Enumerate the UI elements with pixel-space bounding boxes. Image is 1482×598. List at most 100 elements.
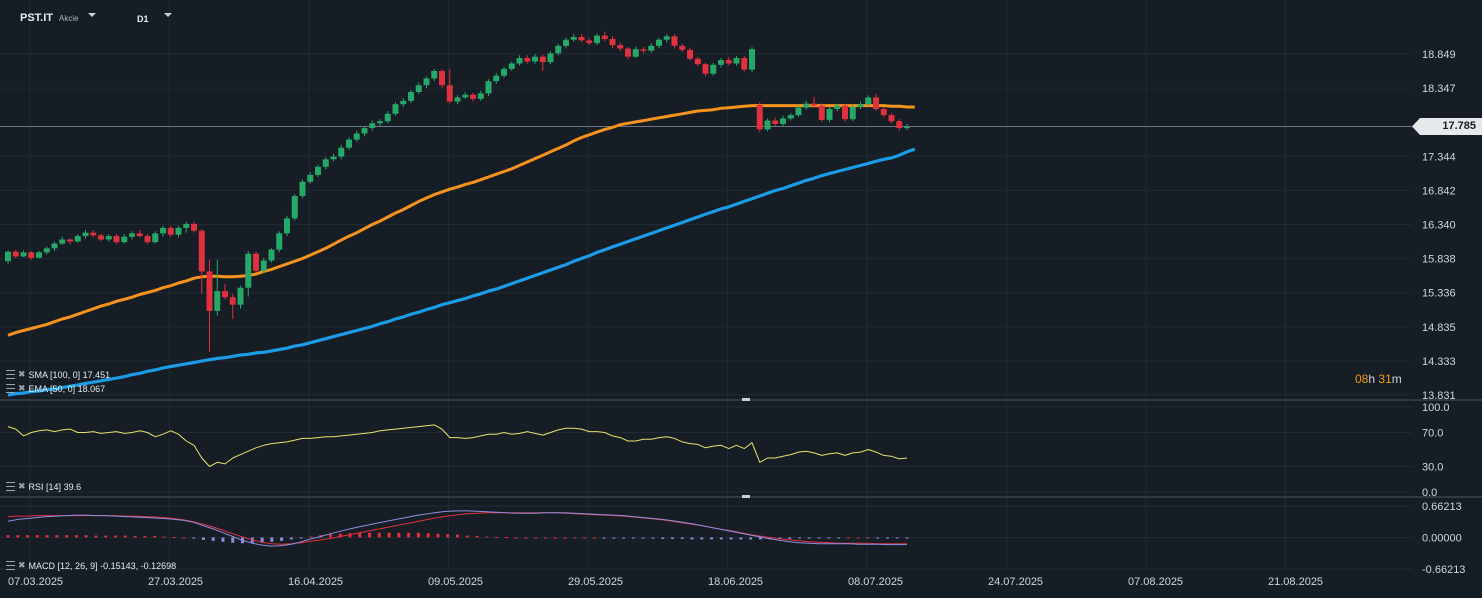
price-tick-label: 17.344 xyxy=(1422,151,1456,163)
date-tick-label: 07.08.2025 xyxy=(1128,576,1183,588)
toolbar: PST.IT Akcie D1 xyxy=(0,0,1482,34)
macd-histogram-bar xyxy=(729,537,733,540)
candle-body xyxy=(547,53,554,63)
macd-histogram-bar xyxy=(289,537,293,540)
macd-histogram-bar xyxy=(514,537,518,539)
macd-histogram-bar xyxy=(94,535,98,538)
timeframe-selector[interactable]: D1 xyxy=(137,14,149,24)
macd-histogram-bar xyxy=(485,536,489,538)
macd-histogram-bar xyxy=(641,537,645,539)
candle-body xyxy=(167,227,174,235)
candle-body xyxy=(67,239,73,242)
candle-body xyxy=(563,39,569,46)
candle-body xyxy=(175,227,182,235)
macd-histogram-bar xyxy=(612,537,616,539)
settings-icon[interactable] xyxy=(6,370,15,379)
candle-body xyxy=(346,139,352,148)
candle-body xyxy=(369,123,376,129)
close-icon[interactable]: ✖ xyxy=(18,481,26,491)
candle-body xyxy=(268,249,275,261)
macd-histogram-bar xyxy=(104,535,108,538)
macd-histogram-bar xyxy=(817,537,821,539)
candle-body xyxy=(609,39,616,46)
ema-legend[interactable]: ✖ EMA [50, 0] 18.067 xyxy=(6,383,105,394)
candle-body xyxy=(361,128,368,134)
macd-histogram-bar xyxy=(133,536,137,538)
macd-histogram-bar xyxy=(592,537,596,539)
price-tick-label: 14.835 xyxy=(1422,322,1456,334)
candle-body xyxy=(570,36,577,40)
symbol-name[interactable]: PST.IT xyxy=(20,12,54,24)
macd-histogram-bar xyxy=(543,537,547,539)
candle-body xyxy=(733,58,740,64)
rsi-legend[interactable]: ✖ RSI [14] 39.6 xyxy=(6,481,81,492)
macd-legend[interactable]: ✖ MACD [12, 26, 9] -0.15143, -0.12698 xyxy=(6,560,176,571)
price-tick-label: 14.333 xyxy=(1422,356,1456,368)
candle-body xyxy=(51,243,58,249)
candle-body xyxy=(206,271,213,311)
macd-histogram-bar xyxy=(113,535,117,538)
macd-histogram-bar xyxy=(192,537,196,539)
asset-type: Akcie xyxy=(59,14,79,23)
candle-body xyxy=(508,63,515,69)
macd-histogram-bar xyxy=(328,534,332,538)
settings-icon[interactable] xyxy=(6,384,15,393)
macd-histogram-bar xyxy=(495,537,499,539)
candle-body xyxy=(299,181,306,196)
candle-body xyxy=(718,60,724,65)
macd-histogram-bar xyxy=(45,535,49,538)
close-icon[interactable]: ✖ xyxy=(18,560,26,570)
settings-icon[interactable] xyxy=(6,561,15,570)
macd-histogram-bar xyxy=(456,534,459,538)
candle-body xyxy=(423,78,430,86)
macd-histogram-bar xyxy=(260,537,264,543)
macd-histogram-bar xyxy=(397,532,401,538)
candle-body xyxy=(214,291,221,311)
candle-body xyxy=(780,118,786,124)
timeframe-dropdown-icon[interactable] xyxy=(164,13,172,17)
candle-body xyxy=(470,94,476,99)
price-panel xyxy=(0,31,1412,397)
candle-body xyxy=(764,120,771,130)
sma-legend[interactable]: ✖ SMA [100, 0] 17.451 xyxy=(6,369,110,380)
candle-body xyxy=(98,235,104,240)
macd-histogram-bar xyxy=(876,537,880,539)
macd-histogram-bar xyxy=(827,537,831,539)
candle-body xyxy=(849,106,856,120)
candle-body xyxy=(702,64,709,74)
close-icon[interactable]: ✖ xyxy=(18,383,26,393)
sma-line xyxy=(7,147,916,397)
candle-body xyxy=(36,252,42,258)
candle-body xyxy=(353,133,360,140)
macd-histogram-bar xyxy=(172,537,176,539)
candle-body xyxy=(229,297,236,305)
macd-histogram-bar xyxy=(622,537,626,539)
macd-histogram-bar xyxy=(123,535,127,538)
candle-body xyxy=(439,70,445,86)
macd-histogram-bar xyxy=(153,536,157,538)
candle-body xyxy=(857,104,864,107)
candle-body xyxy=(43,248,50,253)
candle-body xyxy=(671,36,678,46)
ema-line xyxy=(7,104,915,337)
date-tick-label: 08.07.2025 xyxy=(848,576,903,588)
candle-body xyxy=(656,39,662,46)
candle-body xyxy=(291,195,298,219)
candle-body xyxy=(198,230,205,272)
macd-histogram-bar xyxy=(866,537,870,539)
macd-histogram-bar xyxy=(426,533,430,538)
candle-body xyxy=(12,251,19,257)
candle-body xyxy=(601,35,608,40)
macd-histogram-bar xyxy=(338,533,342,538)
candle-body xyxy=(873,97,879,110)
close-icon[interactable]: ✖ xyxy=(18,369,26,379)
macd-histogram-bar xyxy=(885,537,889,539)
symbol-dropdown-icon[interactable] xyxy=(88,13,96,17)
candle-body xyxy=(648,45,655,51)
macd-histogram-bar xyxy=(162,536,166,538)
rsi-tick-label: 30.0 xyxy=(1422,462,1443,474)
settings-icon[interactable] xyxy=(6,482,15,491)
price-tick-label: 16.340 xyxy=(1422,220,1456,232)
date-tick-label: 07.03.2025 xyxy=(8,576,63,588)
